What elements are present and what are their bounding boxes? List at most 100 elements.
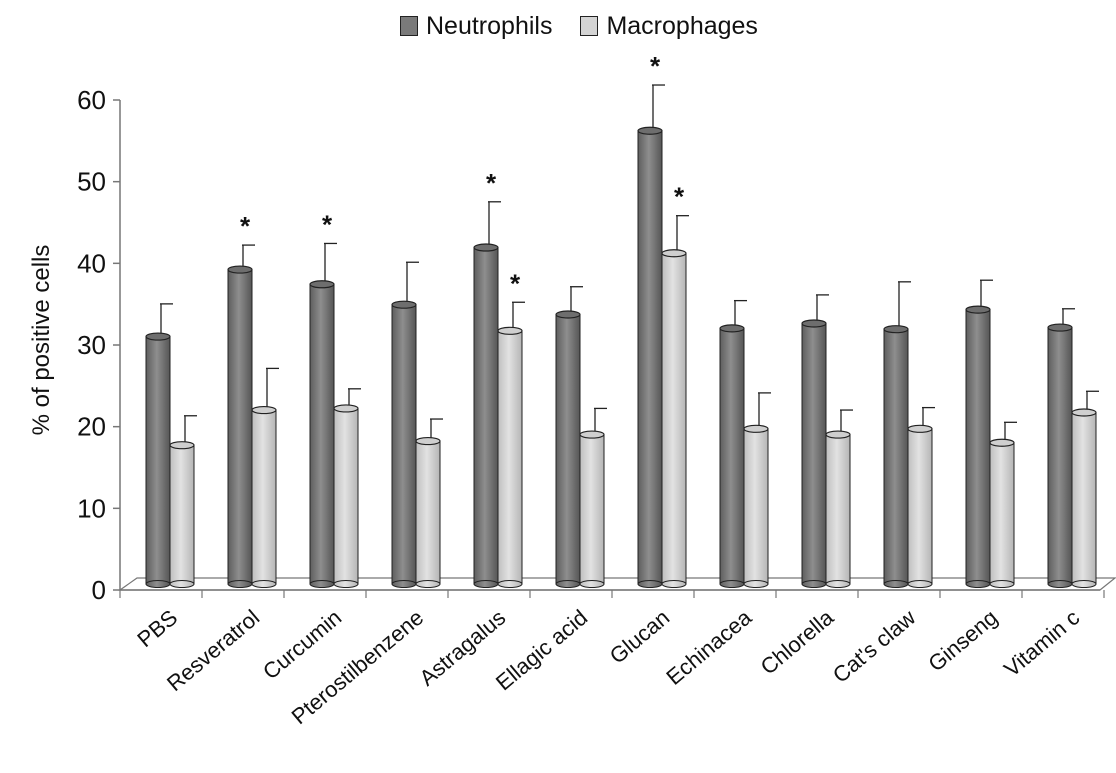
y-tick-label-10: 10 xyxy=(77,493,106,523)
bar-macrophages-11 xyxy=(1071,412,1097,585)
y-tick-label-30: 30 xyxy=(77,330,106,360)
bar-top-neutrophils-4 xyxy=(473,243,499,252)
bar-base-macrophages-1 xyxy=(251,580,277,588)
bar-top-neutrophils-7 xyxy=(719,324,745,333)
bar-macrophages-7 xyxy=(743,428,769,585)
bar-base-macrophages-0 xyxy=(169,580,195,588)
legend: Neutrophils Macrophages xyxy=(400,8,758,44)
bar-base-neutrophils-4 xyxy=(473,580,499,588)
y-tick-label-50: 50 xyxy=(77,167,106,197)
bar-base-neutrophils-0 xyxy=(145,580,171,588)
bar-top-macrophages-5 xyxy=(579,430,605,439)
bar-neutrophils-6 xyxy=(637,130,663,585)
bar-base-macrophages-11 xyxy=(1071,580,1097,588)
bar-top-macrophages-9 xyxy=(907,424,933,433)
bar-top-macrophages-3 xyxy=(415,436,441,446)
y-tick-label-40: 40 xyxy=(77,248,106,278)
bar-base-macrophages-8 xyxy=(825,580,851,588)
bar-macrophages-6 xyxy=(661,252,687,585)
bar-macrophages-5 xyxy=(579,434,605,585)
bar-top-neutrophils-0 xyxy=(145,332,171,341)
bar-base-neutrophils-9 xyxy=(883,580,909,588)
legend-item-neutrophils: Neutrophils xyxy=(400,12,552,41)
bar-base-macrophages-10 xyxy=(989,580,1015,588)
significance-marker-macrophages-6: * xyxy=(674,182,685,212)
bar-neutrophils-4 xyxy=(473,247,499,585)
x-tick-label-6: Glucan xyxy=(605,605,674,669)
bar-base-neutrophils-3 xyxy=(391,580,417,588)
bar-neutrophils-1 xyxy=(227,269,253,585)
significance-marker-neutrophils-4: * xyxy=(486,168,497,198)
bar-macrophages-10 xyxy=(989,442,1015,585)
bar-top-neutrophils-9 xyxy=(883,325,909,334)
bar-neutrophils-10 xyxy=(965,309,991,585)
bar-top-neutrophils-8 xyxy=(801,319,827,328)
bar-top-neutrophils-3 xyxy=(391,300,417,309)
bar-base-macrophages-3 xyxy=(415,580,441,588)
bar-base-macrophages-7 xyxy=(743,580,769,588)
bar-macrophages-4 xyxy=(497,330,523,585)
significance-marker-macrophages-4: * xyxy=(510,268,521,298)
bar-top-macrophages-1 xyxy=(251,405,277,415)
bar-macrophages-8 xyxy=(825,434,851,585)
bar-base-neutrophils-6 xyxy=(637,580,663,588)
bar-neutrophils-9 xyxy=(883,328,909,585)
bar-macrophages-1 xyxy=(251,409,277,585)
bar-top-neutrophils-11 xyxy=(1047,323,1073,332)
bar-base-macrophages-2 xyxy=(333,580,359,588)
bar-base-neutrophils-2 xyxy=(309,580,335,588)
legend-label-neutrophils: Neutrophils xyxy=(426,11,553,40)
bar-neutrophils-5 xyxy=(555,314,581,585)
bar-base-neutrophils-8 xyxy=(801,580,827,588)
y-tick-label-20: 20 xyxy=(77,412,106,442)
y-tick-label-0: 0 xyxy=(92,575,106,605)
bar-base-macrophages-6 xyxy=(661,580,687,588)
x-tick-label-9: Cat's claw xyxy=(828,605,920,688)
bar-macrophages-3 xyxy=(415,440,441,585)
bar-base-macrophages-5 xyxy=(579,580,605,588)
bar-top-macrophages-11 xyxy=(1071,408,1097,417)
bar-top-neutrophils-1 xyxy=(227,265,253,274)
bar-macrophages-9 xyxy=(907,428,933,585)
y-tick-label-60: 60 xyxy=(77,85,106,115)
bar-top-macrophages-2 xyxy=(333,404,359,413)
x-tick-label-11: Vitamin c xyxy=(999,605,1084,682)
x-tick-label-5: Ellagic acid xyxy=(491,605,592,696)
significance-marker-neutrophils-6: * xyxy=(650,51,661,81)
bar-neutrophils-11 xyxy=(1047,327,1073,585)
bar-base-neutrophils-11 xyxy=(1047,580,1073,588)
bar-macrophages-2 xyxy=(333,407,359,585)
legend-label-macrophages: Macrophages xyxy=(606,11,758,40)
bar-neutrophils-0 xyxy=(145,336,171,585)
legend-item-macrophages: Macrophages xyxy=(580,11,758,41)
bar-top-macrophages-0 xyxy=(169,441,195,450)
bar-base-macrophages-4 xyxy=(497,580,523,588)
bar-neutrophils-7 xyxy=(719,327,745,585)
bar-base-neutrophils-7 xyxy=(719,580,745,588)
bar-top-neutrophils-2 xyxy=(309,280,335,289)
bar-top-macrophages-4 xyxy=(497,326,523,335)
x-tick-label-7: Echinacea xyxy=(661,604,756,690)
bar-top-macrophages-8 xyxy=(825,430,851,439)
x-tick-label-10: Ginseng xyxy=(923,605,1002,677)
bar-top-macrophages-6 xyxy=(661,249,687,258)
x-tick-label-8: Chlorella xyxy=(756,604,839,679)
bar-macrophages-0 xyxy=(169,444,195,585)
bar-top-macrophages-10 xyxy=(989,438,1015,447)
bar-base-macrophages-9 xyxy=(907,580,933,588)
significance-marker-neutrophils-1: * xyxy=(240,211,251,241)
significance-marker-neutrophils-2: * xyxy=(322,209,333,239)
bar-base-neutrophils-1 xyxy=(227,580,253,588)
bar-base-neutrophils-5 xyxy=(555,580,581,588)
legend-swatch-macrophages xyxy=(580,16,599,36)
bar-top-neutrophils-5 xyxy=(555,310,581,319)
x-tick-label-0: PBS xyxy=(132,605,182,652)
bar-neutrophils-2 xyxy=(309,283,335,585)
bar-top-macrophages-7 xyxy=(743,424,769,433)
bar-top-neutrophils-6 xyxy=(637,126,663,135)
bar-base-neutrophils-10 xyxy=(965,580,991,588)
y-axis-label: % of positive cells xyxy=(28,244,55,436)
bar-top-neutrophils-10 xyxy=(965,305,991,314)
legend-swatch-neutrophils xyxy=(400,16,418,36)
